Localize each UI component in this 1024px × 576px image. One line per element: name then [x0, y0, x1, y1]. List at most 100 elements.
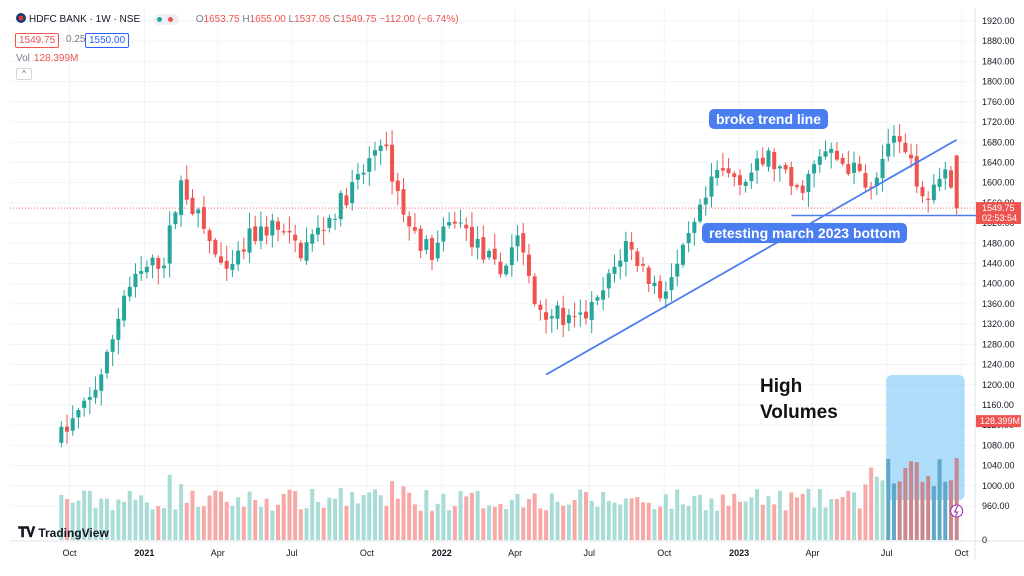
candle-body [806, 173, 811, 193]
volume-bar [401, 486, 406, 540]
market-status-icon[interactable] [152, 13, 179, 25]
candle-body [509, 247, 514, 266]
volume-bar [452, 506, 457, 540]
candle-body [59, 426, 64, 443]
candle-body [521, 233, 526, 253]
candle-body [418, 228, 423, 251]
volume-bar [852, 492, 857, 540]
candle-body [350, 182, 355, 204]
volume-bar [663, 494, 668, 540]
candle-body [800, 185, 805, 194]
volume-bar [817, 489, 822, 540]
candle-body [623, 240, 628, 262]
candle-body [355, 174, 360, 180]
volume-bar [886, 458, 891, 540]
volume-bar [82, 490, 87, 540]
candle-body [207, 230, 212, 241]
candle-body [253, 226, 258, 242]
volume-bar [635, 496, 640, 540]
candle-body [122, 295, 127, 321]
volume-bar [538, 508, 543, 540]
bid-price-button[interactable]: 1549.75 [15, 33, 60, 48]
collapse-legend-button[interactable]: ^ [16, 68, 32, 80]
ask-price-button[interactable]: 1550.00 [85, 33, 130, 48]
tradingview-logo[interactable]: 𝐓𝐕 TradingView [18, 524, 109, 541]
volume-bar [669, 508, 674, 540]
candle-body [315, 227, 320, 235]
volume-bar [350, 492, 355, 540]
candle-body [367, 158, 372, 172]
candle-body [133, 273, 138, 288]
time-tick-label: Apr [805, 548, 819, 558]
volume-label: Vol [16, 53, 30, 64]
volume-bar [144, 502, 149, 540]
candle-body [241, 249, 246, 252]
price-tick-label: 1240.00 [982, 360, 1015, 370]
volume-bar [224, 501, 229, 540]
volume-bar [755, 489, 760, 540]
volume-bar [87, 490, 92, 540]
candle-body [304, 242, 309, 261]
candle-body [914, 156, 919, 187]
lightning-event-icon[interactable] [950, 504, 964, 518]
volume-bar [589, 500, 594, 540]
hdfc-logo-icon [16, 13, 26, 23]
volume-bar [207, 495, 212, 540]
volume-bar [766, 496, 771, 540]
candle-body [954, 155, 959, 209]
candle-body [184, 179, 189, 200]
volume-bar [806, 488, 811, 540]
volume-bar [903, 468, 908, 540]
candle-body [897, 136, 902, 142]
price-tick-label: 1880.00 [982, 36, 1015, 46]
symbol-title[interactable]: HDFC BANK · 1W · NSE [29, 14, 141, 25]
volume-bar [139, 495, 144, 540]
candle-body [99, 374, 104, 391]
candle-body [931, 184, 936, 201]
volume-bar [561, 505, 566, 540]
candle-body [361, 172, 366, 175]
volume-bar [355, 503, 360, 540]
volume-bar [59, 494, 64, 540]
time-tick-label: Oct [360, 548, 375, 558]
volume-bar [241, 506, 246, 540]
candle-body [891, 135, 896, 143]
volume-bar [487, 505, 492, 540]
volume-bar [760, 504, 765, 540]
time-tick-label: Jul [583, 548, 595, 558]
time-tick-label: 2022 [432, 548, 452, 558]
tradingview-logo-text: TradingView [38, 526, 109, 540]
candle-body [601, 290, 606, 300]
volume-bar [395, 498, 400, 540]
volume-bar [880, 480, 885, 540]
candle-body [430, 238, 435, 260]
volume-bar [65, 499, 70, 540]
candle-body [823, 151, 828, 157]
volume-bar [441, 493, 446, 540]
volume-bar [857, 508, 862, 540]
candle-body [777, 166, 782, 169]
volume-bar [909, 461, 914, 540]
candle-body [76, 410, 81, 418]
candle-body [190, 197, 195, 214]
candle-body [298, 242, 303, 259]
volume-bar [464, 496, 469, 540]
volume-bar [475, 490, 480, 540]
trend-line[interactable] [545, 138, 958, 376]
price-tick-label: 1400.00 [982, 279, 1015, 289]
candle-body [943, 169, 948, 179]
volume-bar [578, 489, 583, 540]
price-axis[interactable]: 1920.00 1880.00 1840.00 1800.00 1760.00 1720.… [976, 16, 1021, 545]
candle-body [196, 209, 201, 214]
candle-body [412, 227, 417, 231]
candle-body [458, 222, 463, 224]
volume-bar [954, 458, 959, 540]
current-price-label: 1549.75 [982, 203, 1015, 213]
time-axis[interactable]: Oct 2021 Apr Jul Oct 2022 Apr Jul Oct 2023 Apr Jul O… [62, 548, 1024, 558]
volume-bar [378, 495, 383, 540]
volume-bar [424, 489, 429, 540]
volume-bar [333, 498, 338, 540]
price-tick-label: 1920.00 [982, 16, 1015, 26]
volume-bar [321, 507, 326, 540]
